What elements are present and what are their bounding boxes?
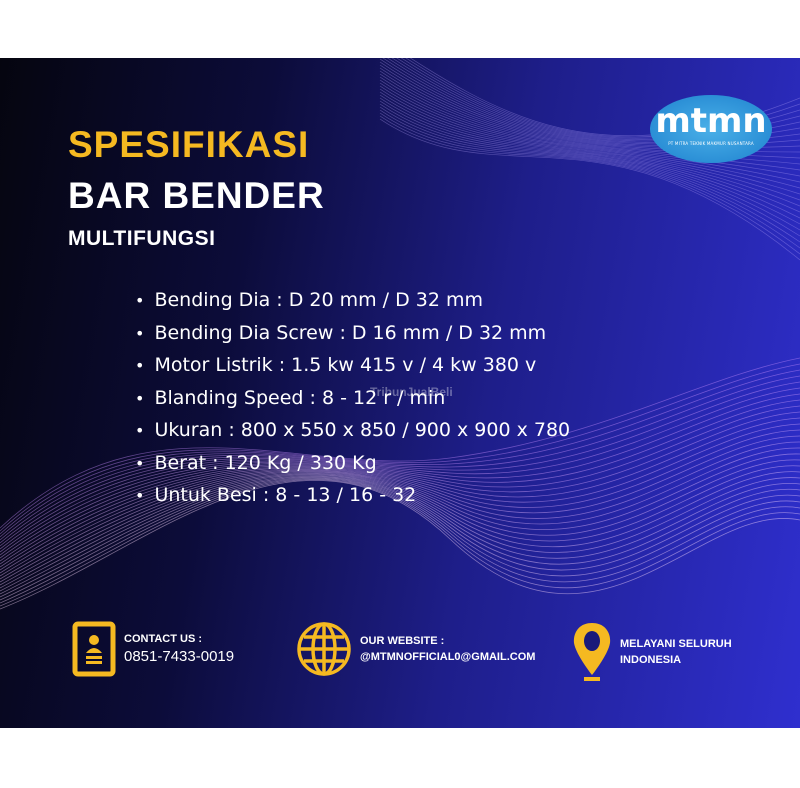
footer-location: MELAYANI SELURUH INDONESIA [572, 621, 732, 683]
title-product: BAR BENDER [68, 175, 325, 216]
wave-line [379, 85, 800, 195]
location-line2: INDONESIA [620, 654, 682, 666]
wave-line [0, 477, 800, 601]
wave-line [379, 79, 800, 183]
wave-line [379, 76, 800, 177]
wave-line [0, 474, 800, 592]
spec-item: Ukuran : 800 x 550 x 850 / 900 x 900 x 7… [135, 414, 570, 447]
wave-line [379, 82, 800, 189]
logo-text: mtmn [655, 101, 767, 141]
wave-line [379, 100, 800, 225]
spec-item: Untuk Besi : 8 - 13 / 16 - 32 [135, 479, 570, 512]
wave-line [0, 479, 800, 607]
wave-line [379, 112, 800, 249]
watermark: TribunJualBeli [370, 385, 453, 399]
contact-label: CONTACT US : [124, 633, 203, 645]
logo-subtitle: PT MITRA TEKNIK MAKMUR NUSANTARA [668, 141, 754, 146]
wave-line [379, 88, 800, 201]
wave-line [379, 97, 800, 219]
spec-list: Bending Dia : D 20 mm / D 32 mm Bending … [135, 284, 570, 512]
website-value: @MTMNOFFICIAL0@GMAIL.COM [360, 651, 536, 663]
website-label: OUR WEBSITE : [360, 635, 445, 647]
contact-phone: 0851-7433-0019 [124, 648, 235, 665]
map-pin-icon [573, 623, 611, 681]
wave-line [379, 115, 800, 255]
wave-line [0, 478, 800, 604]
spec-item: Blanding Speed : 8 - 12 r / min [135, 382, 570, 415]
brand-logo: mtmn PT MITRA TEKNIK MAKMUR NUSANTARA [650, 95, 772, 163]
spec-item: Bending Dia Screw : D 16 mm / D 32 mm [135, 317, 570, 350]
title-subtitle: MULTIFUNGSI [68, 227, 216, 250]
wave-line [379, 118, 800, 261]
footer-contact: CONTACT US : 0851-7433-0019 [72, 621, 234, 677]
footer-website: OUR WEBSITE : @MTMNOFFICIAL0@GMAIL.COM [296, 621, 535, 677]
wave-line [379, 106, 800, 237]
wave-line [379, 109, 800, 243]
wave-line [0, 480, 800, 610]
wave-line [379, 91, 800, 207]
poster: SPESIFIKASI BAR BENDER MULTIFUNGSI mtmn … [0, 58, 800, 728]
globe-icon [297, 622, 351, 676]
contact-card-icon [72, 621, 116, 677]
wave-line [0, 476, 800, 598]
wave-line [0, 471, 800, 586]
wave-line [0, 473, 800, 589]
spec-item: Motor Listrik : 1.5 kw 415 v / 4 kw 380 … [135, 349, 570, 382]
spec-item: Berat : 120 Kg / 330 Kg [135, 447, 570, 480]
wave-line [379, 103, 800, 231]
wave-line [0, 475, 800, 595]
wave-line [379, 94, 800, 213]
location-line1: MELAYANI SELURUH [620, 638, 732, 650]
title-spesifikasi: SPESIFIKASI [68, 124, 310, 165]
spec-item: Bending Dia : D 20 mm / D 32 mm [135, 284, 570, 317]
